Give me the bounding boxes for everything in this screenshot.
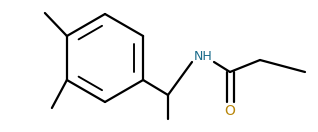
Text: O: O xyxy=(225,104,235,118)
Text: NH: NH xyxy=(194,51,212,63)
